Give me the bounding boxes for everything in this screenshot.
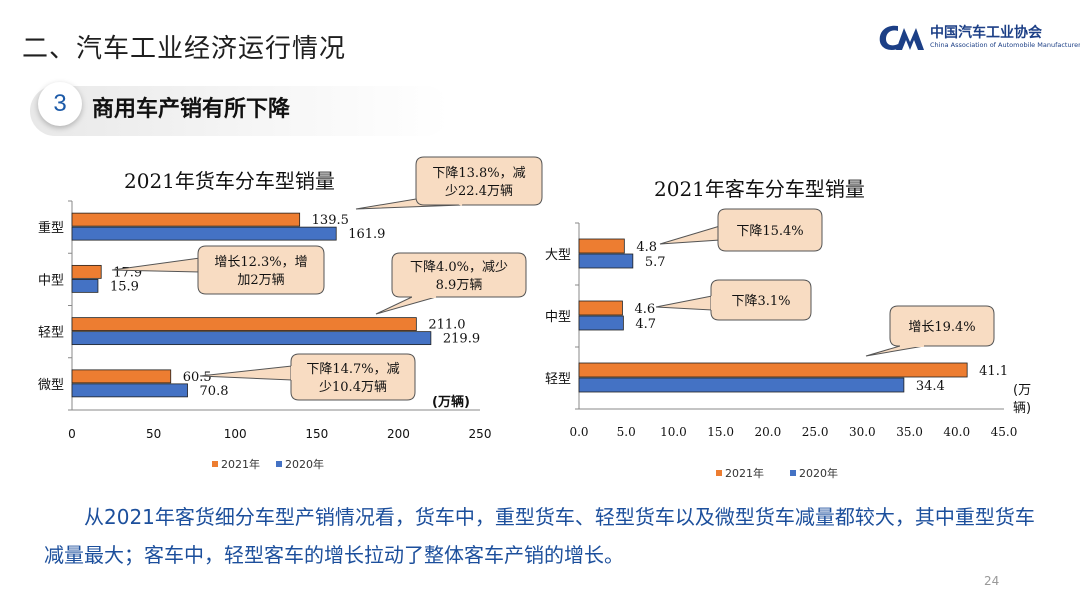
logo: 中国汽车工业协会 China Association of Automobile… <box>876 20 1080 56</box>
x-tick-label: 5.0 <box>617 425 636 439</box>
x-tick-label: 25.0 <box>802 425 829 439</box>
callout-box <box>290 353 416 401</box>
x-tick-label: 15.0 <box>707 425 734 439</box>
callout-text: 下降3.1% <box>731 294 790 309</box>
section-title: 商用车产销有所下降 <box>92 97 291 122</box>
callout-pointer <box>865 345 925 357</box>
unit-label: (万辆) <box>432 394 470 410</box>
bar-2021年 <box>71 317 417 332</box>
category-label: 微型 <box>38 378 64 393</box>
bus-chart-title: 2021年客车分车型销量 <box>654 177 865 201</box>
bar-2021年 <box>578 238 625 254</box>
x-tick-label: 10.0 <box>660 425 687 439</box>
x-tick-label: 250 <box>469 427 492 441</box>
legend-label: 2021年 <box>221 457 260 471</box>
unit-label: (万 <box>1013 383 1031 398</box>
callout-text: 下降13.8%，减 <box>432 166 525 181</box>
data-label: 161.9 <box>348 227 385 242</box>
callout-text: 少22.4万辆 <box>445 184 513 199</box>
section-heading: 3 商用车产销有所下降 <box>30 82 450 138</box>
summary-text: 从2021年客货细分车型产销情况看，货车中，重型货车、轻型货车以及微型货车减量都… <box>44 505 1035 567</box>
data-label: 34.4 <box>916 379 945 394</box>
category-label: 重型 <box>38 220 64 236</box>
x-tick-label: 100 <box>224 427 247 441</box>
bar-2021年 <box>578 300 623 316</box>
bar-2021年 <box>71 369 172 384</box>
callout-text: 8.9万辆 <box>436 278 483 293</box>
x-tick-label: 0.0 <box>569 425 588 439</box>
callout-text: 下降15.4% <box>736 224 803 239</box>
x-tick-label: 50 <box>146 427 161 441</box>
page-title: 二、汽车工业经济运行情况 <box>22 34 347 64</box>
data-label: 41.1 <box>979 364 1008 379</box>
section-number: 3 <box>38 82 82 126</box>
logo-name-cn: 中国汽车工业协会 <box>930 25 1042 41</box>
bar-2021年 <box>578 362 968 378</box>
category-label: 大型 <box>545 248 571 263</box>
callout-box <box>391 252 527 298</box>
callout-text: 增长19.4% <box>908 320 975 335</box>
x-tick-label: 200 <box>387 427 410 441</box>
bar-2020年 <box>578 315 624 331</box>
bar-2020年 <box>71 331 432 346</box>
x-tick-label: 150 <box>305 427 328 441</box>
bus-sales-chart: 大型 4.85.7 中型 4.64.7 轻型 41.1 34.4 0.0 5.0 10.0 15.0… <box>545 208 1031 480</box>
legend-swatch <box>716 470 722 476</box>
callout-pointer <box>659 225 721 245</box>
section-banner <box>30 86 450 136</box>
x-tick-label: 30.0 <box>849 425 876 439</box>
callout-text: 下降4.0%，减少 <box>410 260 508 275</box>
x-tick-label: 20.0 <box>755 425 782 439</box>
callout-text: 加2万辆 <box>237 273 284 288</box>
data-label: 70.8 <box>200 384 229 399</box>
data-label: 4.6 <box>634 302 655 317</box>
data-label: 4.8 <box>636 240 657 255</box>
category-label: 中型 <box>545 310 571 325</box>
unit-label: 辆) <box>1013 401 1031 416</box>
bar-2020年 <box>71 226 337 241</box>
legend-label: 2021年 <box>725 466 764 480</box>
data-label: 60.5 <box>183 370 212 385</box>
page-number: 24 <box>984 574 1000 588</box>
caam-logo-icon <box>879 25 924 50</box>
legend-swatch <box>212 461 218 467</box>
data-label: 211.0 <box>428 318 465 333</box>
callout-pointer <box>655 295 713 311</box>
callout-box <box>415 156 543 206</box>
callout-box <box>197 245 325 295</box>
callout-box <box>710 279 812 321</box>
callout-seam <box>439 194 463 206</box>
x-tick-label: 45.0 <box>991 425 1018 439</box>
x-tick-label: 0 <box>68 427 76 441</box>
summary-paragraph: 从2021年客货细分车型产销情况看，货车中，重型货车、轻型货车以及微型货车减量都… <box>44 498 1044 574</box>
callout-box <box>717 208 823 252</box>
data-label: 5.7 <box>645 255 666 270</box>
data-label: 139.5 <box>312 213 349 228</box>
callout-text: 少10.4万辆 <box>319 380 387 395</box>
x-tick-label: 40.0 <box>943 425 970 439</box>
category-label: 轻型 <box>38 326 64 341</box>
bar-2020年 <box>578 377 905 393</box>
truck-sales-chart: 重型139.5161.9中型17.915.9轻型211.0219.9微型60.5… <box>38 156 543 471</box>
category-label: 轻型 <box>545 372 571 387</box>
legend-swatch <box>276 461 282 467</box>
legend-label: 2020年 <box>799 466 838 480</box>
bar-2020年 <box>71 383 188 398</box>
truck-chart-title: 2021年货车分车型销量 <box>124 169 335 193</box>
callout-text: 下降14.7%，减 <box>306 362 399 377</box>
bar-2020年 <box>578 253 634 269</box>
logo-name-en: China Association of Automobile Manufact… <box>930 41 1080 49</box>
data-label: 15.9 <box>110 279 139 294</box>
bar-2021年 <box>71 264 102 279</box>
bar-2020年 <box>71 278 99 293</box>
legend-swatch <box>790 470 796 476</box>
bar-2021年 <box>71 212 301 227</box>
legend-label: 2020年 <box>285 457 324 471</box>
category-label: 中型 <box>38 273 64 288</box>
callout-text: 增长12.3%，增 <box>214 255 307 270</box>
x-tick-label: 35.0 <box>896 425 923 439</box>
callout-box <box>889 305 995 347</box>
data-label: 4.7 <box>635 317 656 332</box>
data-label: 219.9 <box>443 332 480 347</box>
